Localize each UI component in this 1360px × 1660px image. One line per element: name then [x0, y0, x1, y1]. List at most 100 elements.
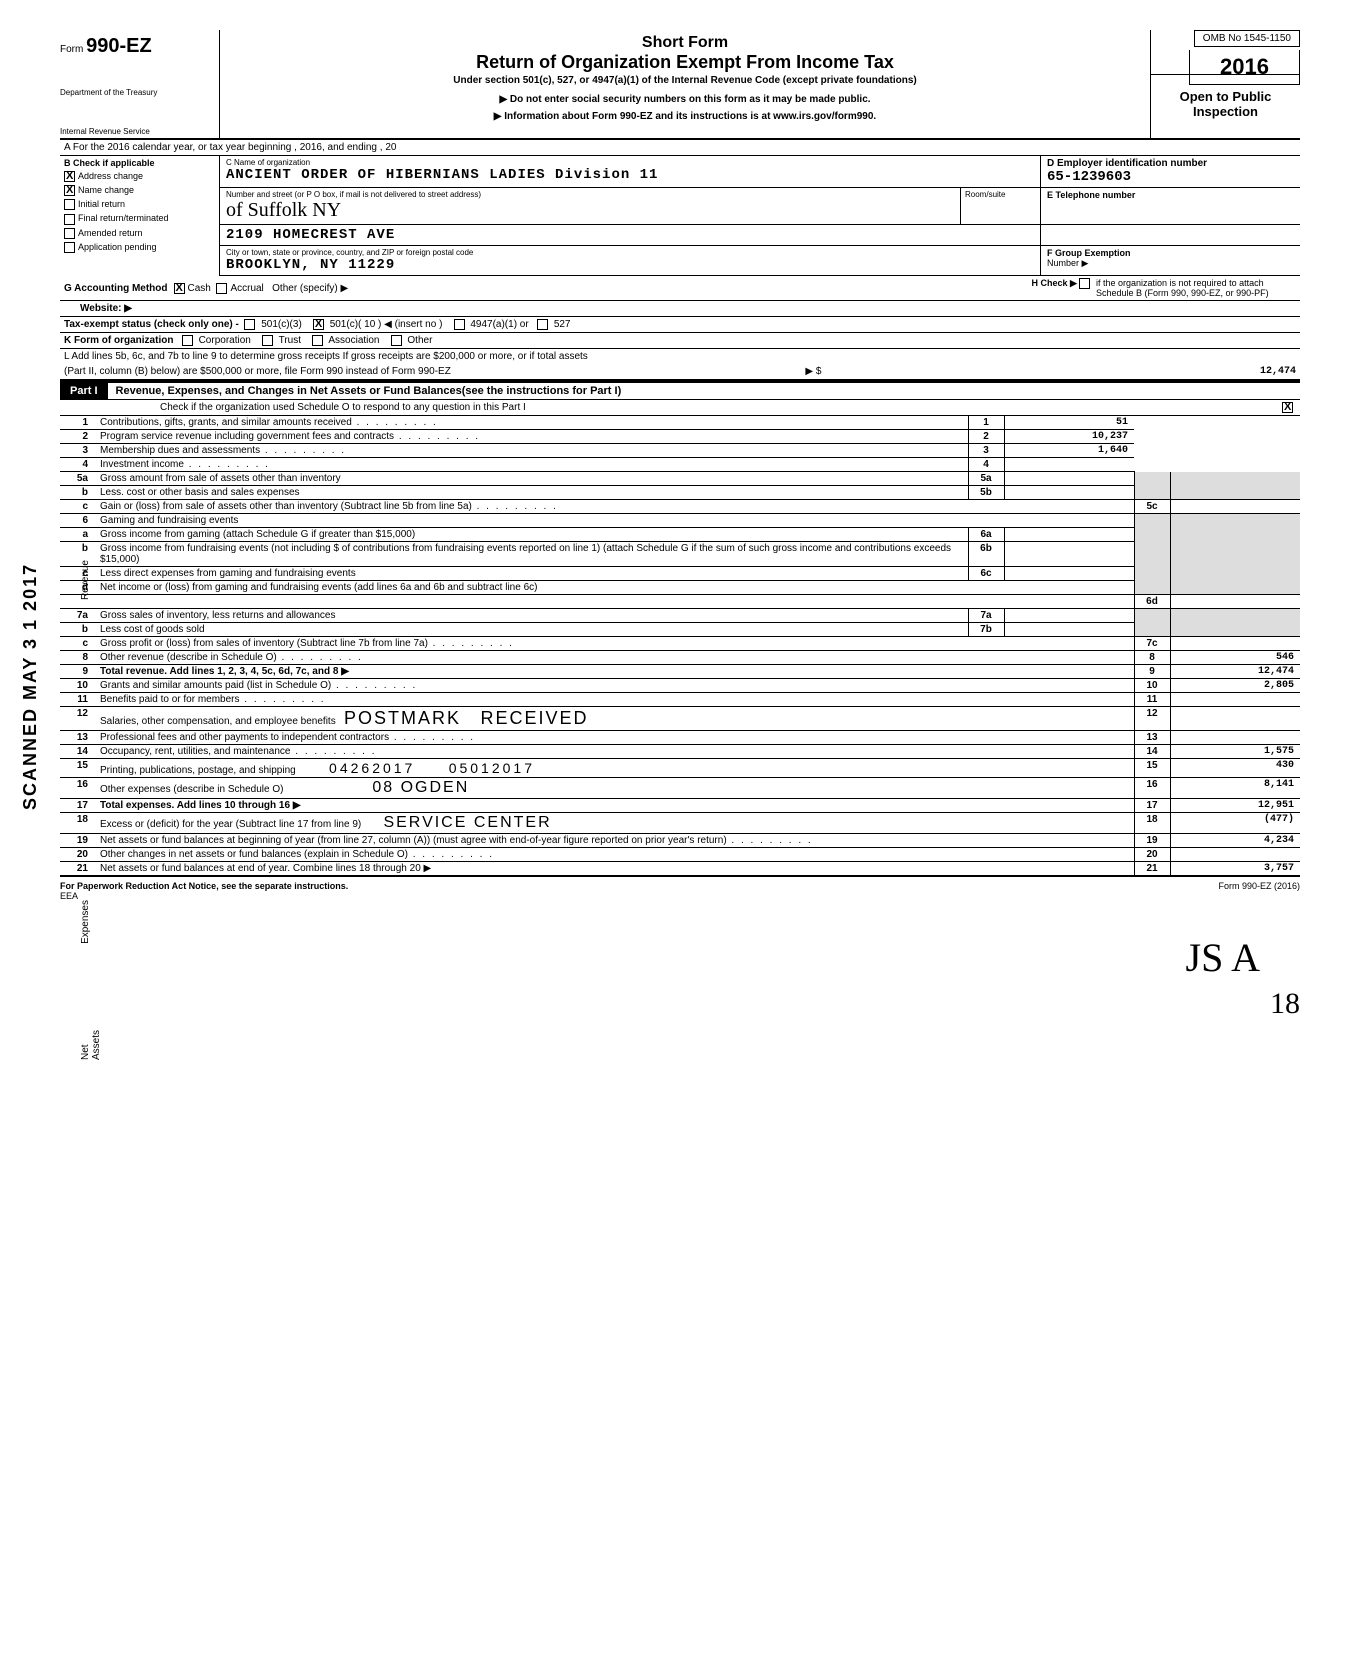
line-16-amt: 8,141 — [1170, 778, 1300, 799]
line-12-amt — [1170, 707, 1300, 731]
cb-corp[interactable] — [182, 335, 193, 346]
footer-eea: EEA — [60, 891, 78, 901]
501c-label: 501(c)( 10 ) ◀ (insert no ) — [330, 319, 443, 330]
cb-amended[interactable] — [64, 228, 75, 239]
line-16-desc: Other expenses (describe in Schedule O) … — [96, 778, 1134, 799]
line-9-desc: Total revenue. Add lines 1, 2, 3, 4, 5c,… — [96, 665, 1134, 679]
website-label: Website: ▶ — [80, 303, 132, 314]
city-label: City or town, state or province, country… — [226, 248, 1034, 257]
line-15-desc: Printing, publications, postage, and shi… — [96, 759, 1134, 778]
check-o-text: Check if the organization used Schedule … — [160, 402, 526, 413]
cb-4947[interactable] — [454, 319, 465, 330]
line-5b-desc: Less. cost or other basis and sales expe… — [96, 486, 968, 500]
org-info-block: C Name of organization ANCIENT ORDER OF … — [220, 156, 1300, 276]
line-1-amt: 51 — [1004, 416, 1134, 430]
tax-exempt-line: Tax-exempt status (check only one) - 501… — [60, 317, 1300, 333]
part-1-header: Part I Revenue, Expenses, and Changes in… — [60, 381, 1300, 400]
line-9-amt: 12,474 — [1170, 665, 1300, 679]
cb-accrual[interactable] — [216, 283, 227, 294]
part-1-label: Part I — [60, 383, 108, 399]
k-label: K Form of organization — [64, 335, 173, 346]
org-name-cell: C Name of organization ANCIENT ORDER OF … — [220, 156, 1040, 187]
hand-initials: JS A — [1186, 934, 1261, 981]
cb-other-org[interactable] — [391, 335, 402, 346]
line-3-desc: Membership dues and assessments — [96, 444, 968, 458]
line-7c-desc: Gross profit or (loss) from sales of inv… — [96, 637, 1134, 651]
cb-527[interactable] — [537, 319, 548, 330]
ssn-notice: ▶ Do not enter social security numbers o… — [230, 94, 1140, 105]
cb-schedule-o[interactable] — [1282, 402, 1293, 413]
line-8-amt: 546 — [1170, 651, 1300, 665]
line-10-desc: Grants and similar amounts paid (list in… — [96, 679, 1134, 693]
cb-application[interactable] — [64, 242, 75, 253]
line-2-amt: 10,237 — [1004, 430, 1134, 444]
cb-cash[interactable] — [174, 283, 185, 294]
line-11-desc: Benefits paid to or for members — [96, 693, 1134, 707]
website-line: Website: ▶ — [60, 301, 1300, 317]
line-6d-desc: Net income or (loss) from gaming and fun… — [96, 581, 1134, 595]
cb-amended-label: Amended return — [78, 228, 143, 238]
trust-label: Trust — [279, 335, 301, 346]
line-11-amt — [1170, 693, 1300, 707]
line-20-amt — [1170, 848, 1300, 862]
l-amount: 12,474 — [1176, 366, 1296, 377]
part-1-title: Revenue, Expenses, and Changes in Net As… — [108, 383, 630, 399]
line-21-amt: 3,757 — [1170, 862, 1300, 877]
assoc-label: Association — [328, 335, 379, 346]
cb-501c3[interactable] — [244, 319, 255, 330]
c-label: C Name of organization — [226, 158, 1034, 167]
dept-irs: Internal Revenue Service — [60, 127, 219, 136]
line-12-text: Salaries, other compensation, and employ… — [100, 716, 336, 727]
line-6c-desc: Less direct expenses from gaming and fun… — [96, 567, 968, 581]
g-label: G Accounting Method — [64, 283, 168, 294]
e-label: E Telephone number — [1047, 190, 1135, 200]
room-cell: Room/suite — [960, 188, 1040, 224]
accrual-label: Accrual — [230, 283, 263, 294]
main-title: Return of Organization Exempt From Incom… — [230, 52, 1140, 73]
line-17-desc: Total expenses. Add lines 10 through 16 — [96, 799, 1134, 813]
footer-left: For Paperwork Reduction Act Notice, see … — [60, 881, 348, 891]
org-name-value: ANCIENT ORDER OF HIBERNIANS LADIES Divis… — [226, 167, 1034, 183]
omb-number: OMB No 1545-1150 — [1194, 30, 1300, 47]
cb-501c[interactable] — [313, 319, 324, 330]
line-17-amt: 12,951 — [1170, 799, 1300, 813]
addr-street: 2109 HOMECREST AVE — [220, 225, 1040, 245]
tax-year: 2016 — [1189, 50, 1300, 85]
addr-value: 2109 HOMECREST AVE — [226, 227, 1034, 243]
cb-final-label: Final return/terminated — [78, 213, 169, 223]
line-19-amt: 4,234 — [1170, 834, 1300, 848]
line-20-desc: Other changes in net assets or fund bala… — [96, 848, 1134, 862]
city-value: BROOKLYN, NY 11229 — [226, 257, 1034, 273]
line-21-desc: Net assets or fund balances at end of ye… — [96, 862, 1134, 877]
cb-trust[interactable] — [262, 335, 273, 346]
line-k: K Form of organization Corporation Trust… — [60, 333, 1300, 349]
cb-address-change[interactable] — [64, 171, 75, 182]
form-page: OMB No 1545-1150 2016 Form 990-EZ Depart… — [60, 30, 1300, 901]
cb-initial-return[interactable] — [64, 199, 75, 210]
form-number: Form 990-EZ — [60, 35, 219, 58]
footer-right: Form 990-EZ (2016) — [1218, 881, 1300, 901]
cb-final-return[interactable] — [64, 214, 75, 225]
line-15-text: Printing, publications, postage, and shi… — [100, 765, 296, 776]
line-5a-desc: Gross amount from sale of assets other t… — [96, 472, 968, 486]
501c3-label: 501(c)(3) — [261, 319, 302, 330]
cb-assoc[interactable] — [312, 335, 323, 346]
line-4-desc: Investment income — [96, 458, 968, 472]
line-12-desc: Salaries, other compensation, and employ… — [96, 707, 1134, 731]
line-16-text: Other expenses (describe in Schedule O) — [100, 784, 283, 795]
ein-box: D Employer identification number 65-1239… — [1040, 156, 1300, 187]
dept-treasury: Department of the Treasury — [60, 88, 219, 97]
f-label: F Group Exemption — [1047, 248, 1131, 258]
calendar-year-text: A For the 2016 calendar year, or tax yea… — [60, 140, 400, 155]
line-13-amt — [1170, 731, 1300, 745]
cb-h[interactable] — [1079, 278, 1090, 289]
line-18-text: Excess or (deficit) for the year (Subtra… — [100, 819, 361, 830]
form-number-bold: 990-EZ — [86, 35, 152, 57]
service-stamp: SERVICE CENTER — [383, 814, 551, 831]
line-a: A For the 2016 calendar year, or tax yea… — [60, 140, 1300, 156]
l-text2: (Part II, column (B) below) are $500,000… — [64, 366, 451, 377]
cb-name-change[interactable] — [64, 185, 75, 196]
postmark-stamp: POSTMARK — [344, 708, 461, 728]
tel-box: E Telephone number — [1040, 188, 1300, 224]
short-form-label: Short Form — [230, 34, 1140, 52]
